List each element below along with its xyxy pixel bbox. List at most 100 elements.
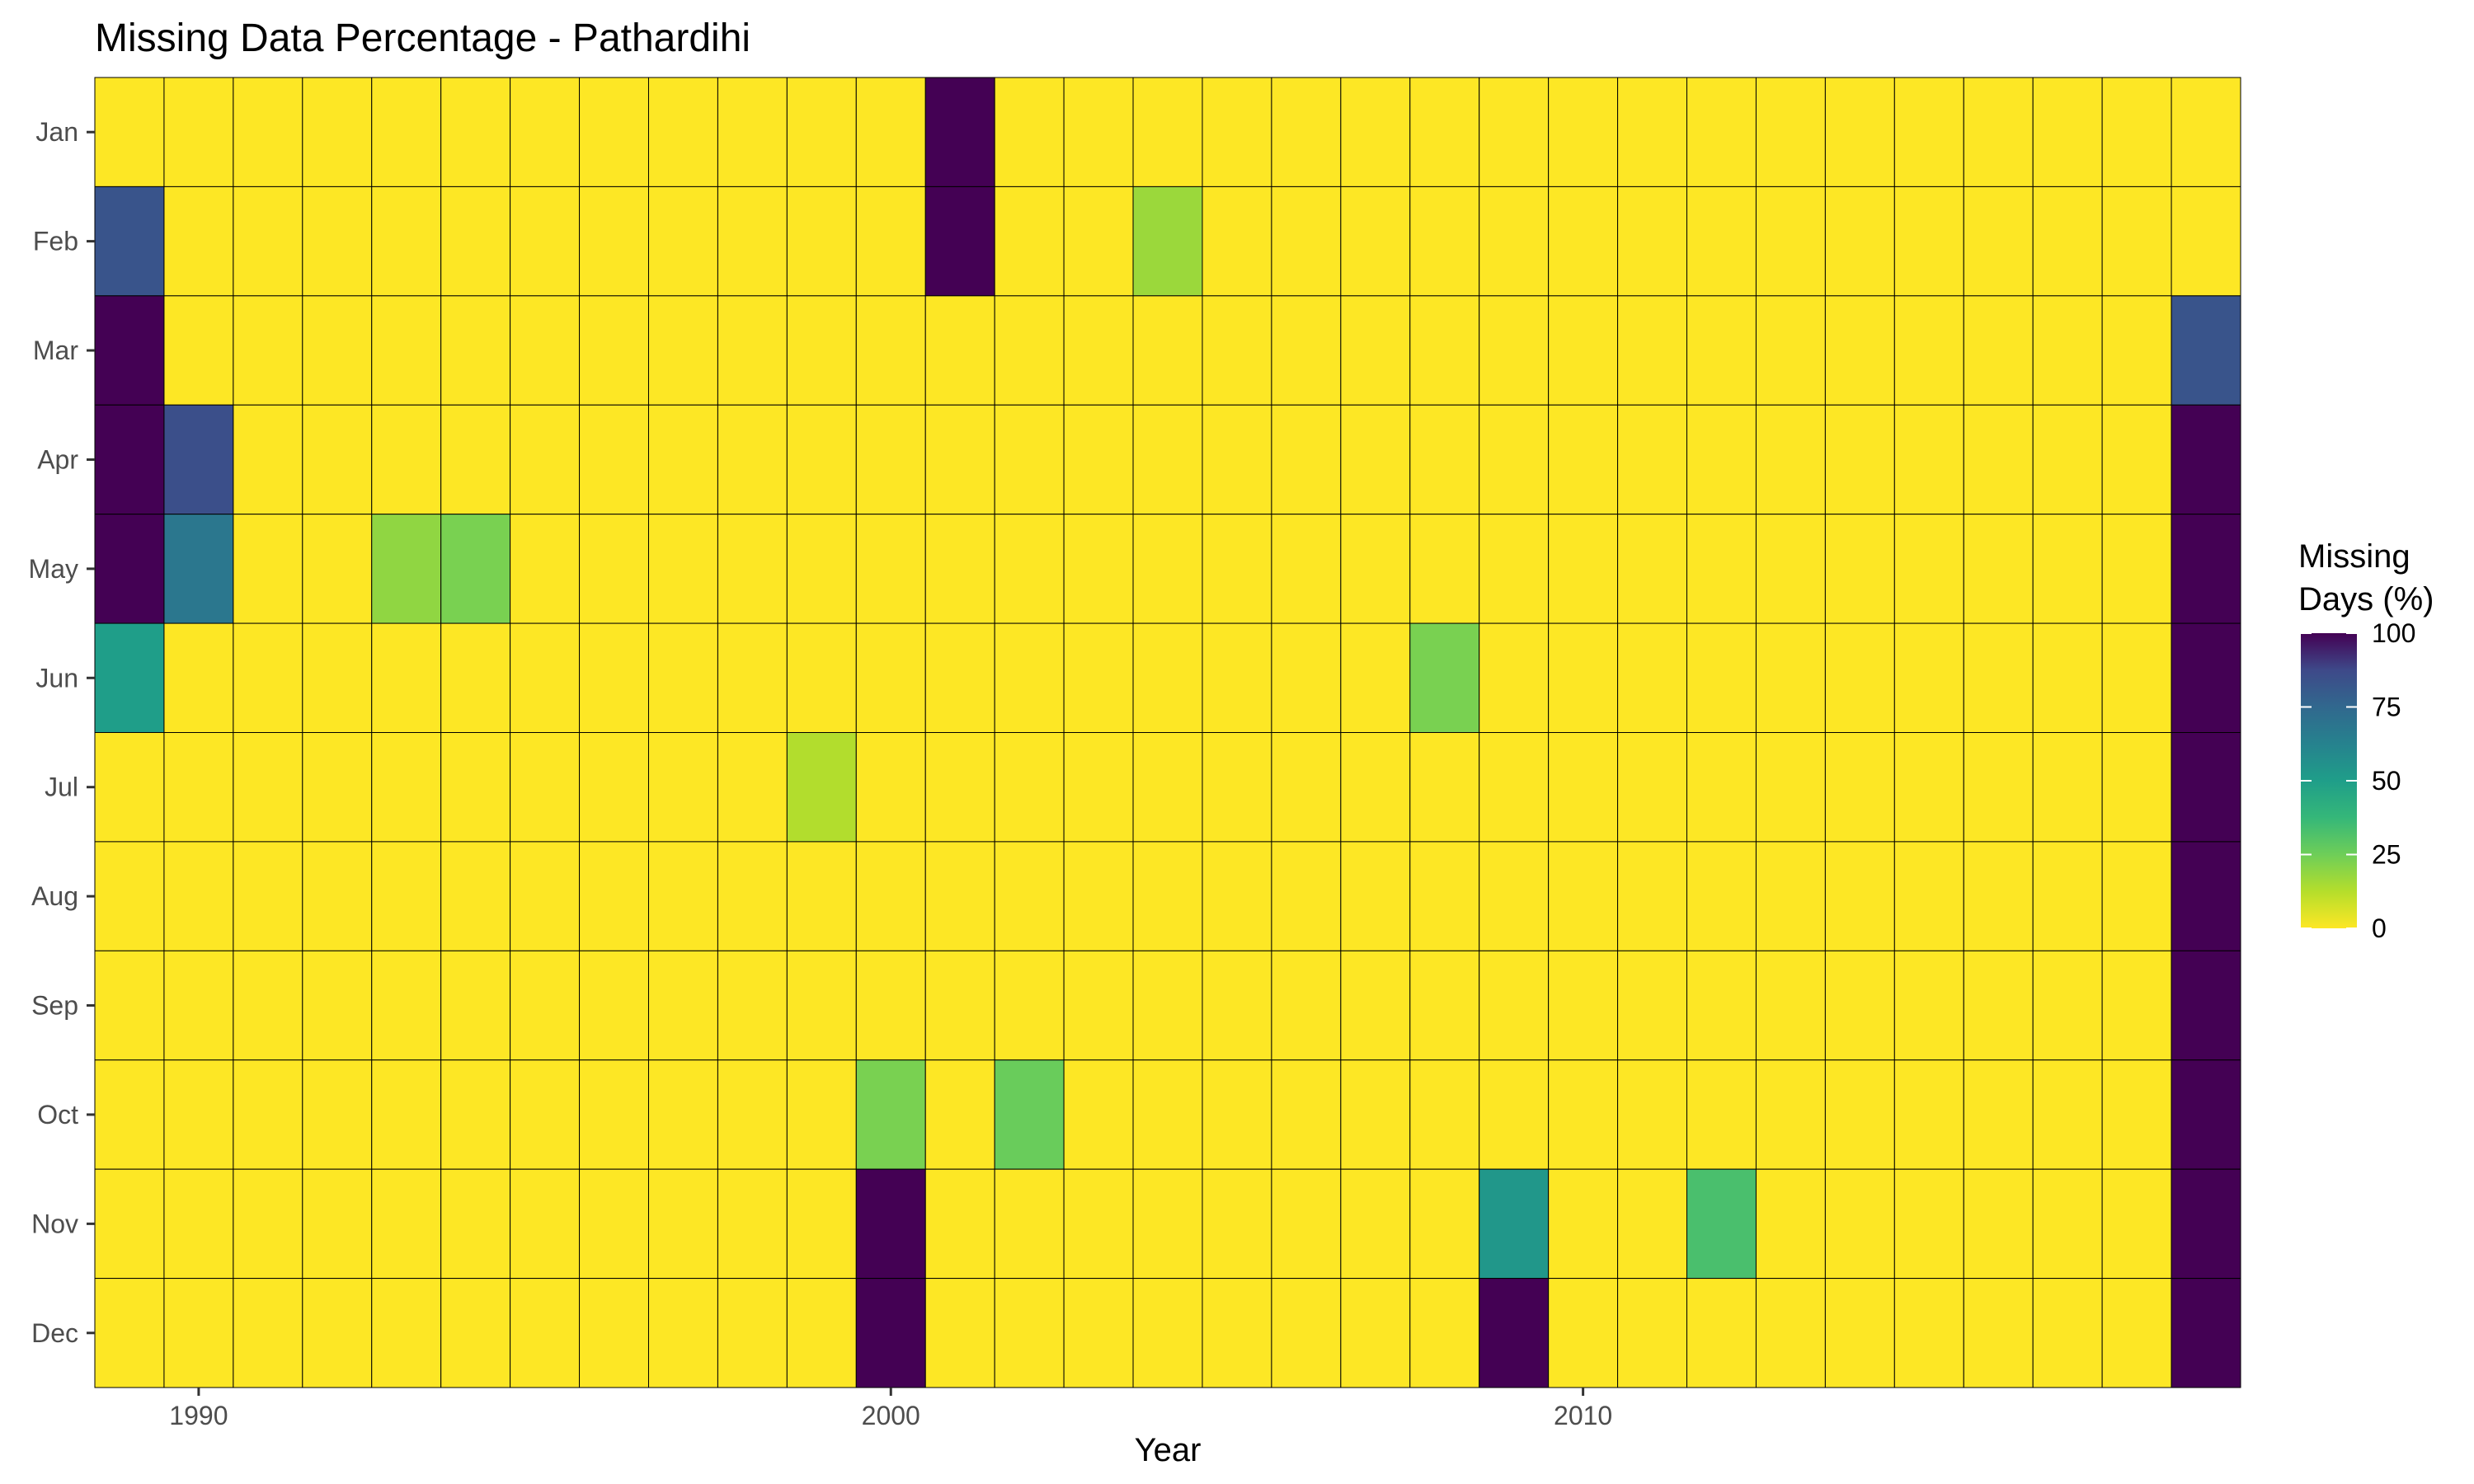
heatmap-cell-1997-aug xyxy=(647,841,718,951)
heatmap-cell-2007-mar xyxy=(1340,295,1411,406)
heatmap-cell-2005-feb xyxy=(1202,186,1272,297)
heatmap-cell-2014-feb xyxy=(1824,186,1895,297)
heatmap-cell-1990-jun xyxy=(163,622,234,734)
heatmap-cell-2012-dec xyxy=(1686,1278,1757,1388)
heatmap-cell-2005-dec xyxy=(1202,1278,1272,1388)
heatmap-cell-1993-jan xyxy=(371,77,442,187)
heatmap-cell-1996-sep xyxy=(579,950,649,1061)
heatmap-cell-1993-may xyxy=(371,514,442,624)
heatmap-cell-2016-nov xyxy=(1963,1168,2034,1280)
heatmap-cell-1993-sep xyxy=(371,950,442,1061)
heatmap-cell-1990-dec xyxy=(163,1278,234,1388)
heatmap-cell-2015-apr xyxy=(1893,404,1964,515)
heatmap-cell-1996-dec xyxy=(579,1278,649,1388)
heatmap-cell-2012-oct xyxy=(1686,1059,1757,1170)
heatmap-cell-1999-aug xyxy=(786,841,857,951)
heatmap-cell-2012-jan xyxy=(1686,77,1757,187)
heatmap-cell-2017-may xyxy=(2032,514,2103,624)
legend-tick-label-75: 75 xyxy=(2372,693,2401,722)
heatmap-cell-2000-feb xyxy=(855,186,926,297)
heatmap-cell-2003-may xyxy=(1063,514,1134,624)
heatmap-cell-1994-jan xyxy=(440,77,511,187)
heatmap-cell-2008-dec xyxy=(1409,1278,1480,1388)
heatmap-cell-2009-feb xyxy=(1479,186,1550,297)
x-tick-label-1990: 1990 xyxy=(169,1401,228,1430)
x-tick-label-2010: 2010 xyxy=(1554,1401,1612,1430)
heatmap-cell-2018-mar xyxy=(2101,295,2172,406)
legend-title-line-2: Days (%) xyxy=(2298,581,2434,618)
heatmap-cell-2010-mar xyxy=(1548,295,1619,406)
heatmap-cell-2008-sep xyxy=(1409,950,1480,1061)
heatmap-cell-2001-jul xyxy=(924,732,995,843)
legend-tick-label-25: 25 xyxy=(2372,840,2401,870)
heatmap-cell-2011-apr xyxy=(1617,404,1688,515)
heatmap-cell-2008-jul xyxy=(1409,732,1480,843)
heatmap-cell-1992-dec xyxy=(302,1278,373,1388)
heatmap-cell-2002-sep xyxy=(994,950,1065,1061)
heatmap-cell-2015-jun xyxy=(1893,622,1964,734)
legend-title-line-1: Missing xyxy=(2298,538,2411,575)
heatmap-cell-2000-aug xyxy=(855,841,926,951)
heatmap-cell-2001-nov xyxy=(924,1168,995,1280)
heatmap-cell-2019-dec xyxy=(2171,1278,2241,1388)
y-tick-label-jun: Jun xyxy=(35,663,78,693)
heatmap-cell-2011-jan xyxy=(1617,77,1688,187)
heatmap-cell-1998-jan xyxy=(717,77,788,187)
heatmap-cell-2005-oct xyxy=(1202,1059,1272,1170)
heatmap-cell-1991-sep xyxy=(233,950,303,1061)
heatmap-cell-1996-apr xyxy=(579,404,649,515)
heatmap-cell-2019-oct xyxy=(2171,1059,2241,1170)
heatmap-cell-1991-oct xyxy=(233,1059,303,1170)
heatmap-cell-2015-may xyxy=(1893,514,1964,624)
heatmap-cell-1992-apr xyxy=(302,404,373,515)
heatmap-cell-1992-oct xyxy=(302,1059,373,1170)
heatmap-cell-2013-jul xyxy=(1755,732,1826,843)
heatmap-cell-2018-may xyxy=(2101,514,2172,624)
heatmap-cell-1997-jul xyxy=(647,732,718,843)
y-tick-label-mar: Mar xyxy=(33,336,78,365)
heatmap-cell-2018-dec xyxy=(2101,1278,2172,1388)
heatmap-cell-2005-apr xyxy=(1202,404,1272,515)
heatmap-cell-2008-nov xyxy=(1409,1168,1480,1280)
heatmap-cell-2005-may xyxy=(1202,514,1272,624)
color-legend: Missing Days (%) 100 75 50 25 0 xyxy=(2298,538,2434,943)
heatmap-cell-1999-may xyxy=(786,514,857,624)
heatmap-cell-2016-jun xyxy=(1963,622,2034,734)
heatmap-cell-1989-feb xyxy=(94,186,165,297)
heatmap-cell-2008-aug xyxy=(1409,841,1480,951)
heatmap-cell-1994-jul xyxy=(440,732,511,843)
heatmap-cell-2013-sep xyxy=(1755,950,1826,1061)
heatmap-cell-2014-jun xyxy=(1824,622,1895,734)
heatmap-cell-2010-nov xyxy=(1548,1168,1619,1280)
heatmap-cell-2002-aug xyxy=(994,841,1065,951)
heatmap-cell-1990-apr xyxy=(163,404,234,515)
heatmap-cell-1989-nov xyxy=(94,1168,165,1280)
heatmap-cell-1997-sep xyxy=(647,950,718,1061)
heatmap-cell-1993-aug xyxy=(371,841,442,951)
heatmap-cell-2012-may xyxy=(1686,514,1757,624)
heatmap-cell-1991-jan xyxy=(233,77,303,187)
heatmap-cell-1994-aug xyxy=(440,841,511,951)
heatmap-cell-2003-aug xyxy=(1063,841,1134,951)
heatmap-cell-1991-jun xyxy=(233,622,303,734)
heatmap-cell-2007-nov xyxy=(1340,1168,1411,1280)
heatmap-cell-2016-jan xyxy=(1963,77,2034,187)
heatmap-cell-2013-mar xyxy=(1755,295,1826,406)
heatmap-cell-1998-oct xyxy=(717,1059,788,1170)
heatmap-cell-2018-jul xyxy=(2101,732,2172,843)
heatmap-cell-2015-feb xyxy=(1893,186,1964,297)
heatmap-cell-2006-jun xyxy=(1271,622,1342,734)
heatmap-cell-2014-jan xyxy=(1824,77,1895,187)
heatmap-cell-1994-nov xyxy=(440,1168,511,1280)
heatmap-cell-2017-jun xyxy=(2032,622,2103,734)
heatmap-cell-1995-jul xyxy=(510,732,581,843)
heatmap-cell-2006-may xyxy=(1271,514,1342,624)
heatmap-cell-2018-feb xyxy=(2101,186,2172,297)
heatmap-cell-1994-mar xyxy=(440,295,511,406)
heatmap-cell-2016-sep xyxy=(1963,950,2034,1061)
heatmap-cell-2007-dec xyxy=(1340,1278,1411,1388)
heatmap-cell-1999-nov xyxy=(786,1168,857,1280)
y-tick-label-dec: Dec xyxy=(31,1318,78,1348)
heatmap-cell-1998-jun xyxy=(717,622,788,734)
heatmap-cell-1999-mar xyxy=(786,295,857,406)
